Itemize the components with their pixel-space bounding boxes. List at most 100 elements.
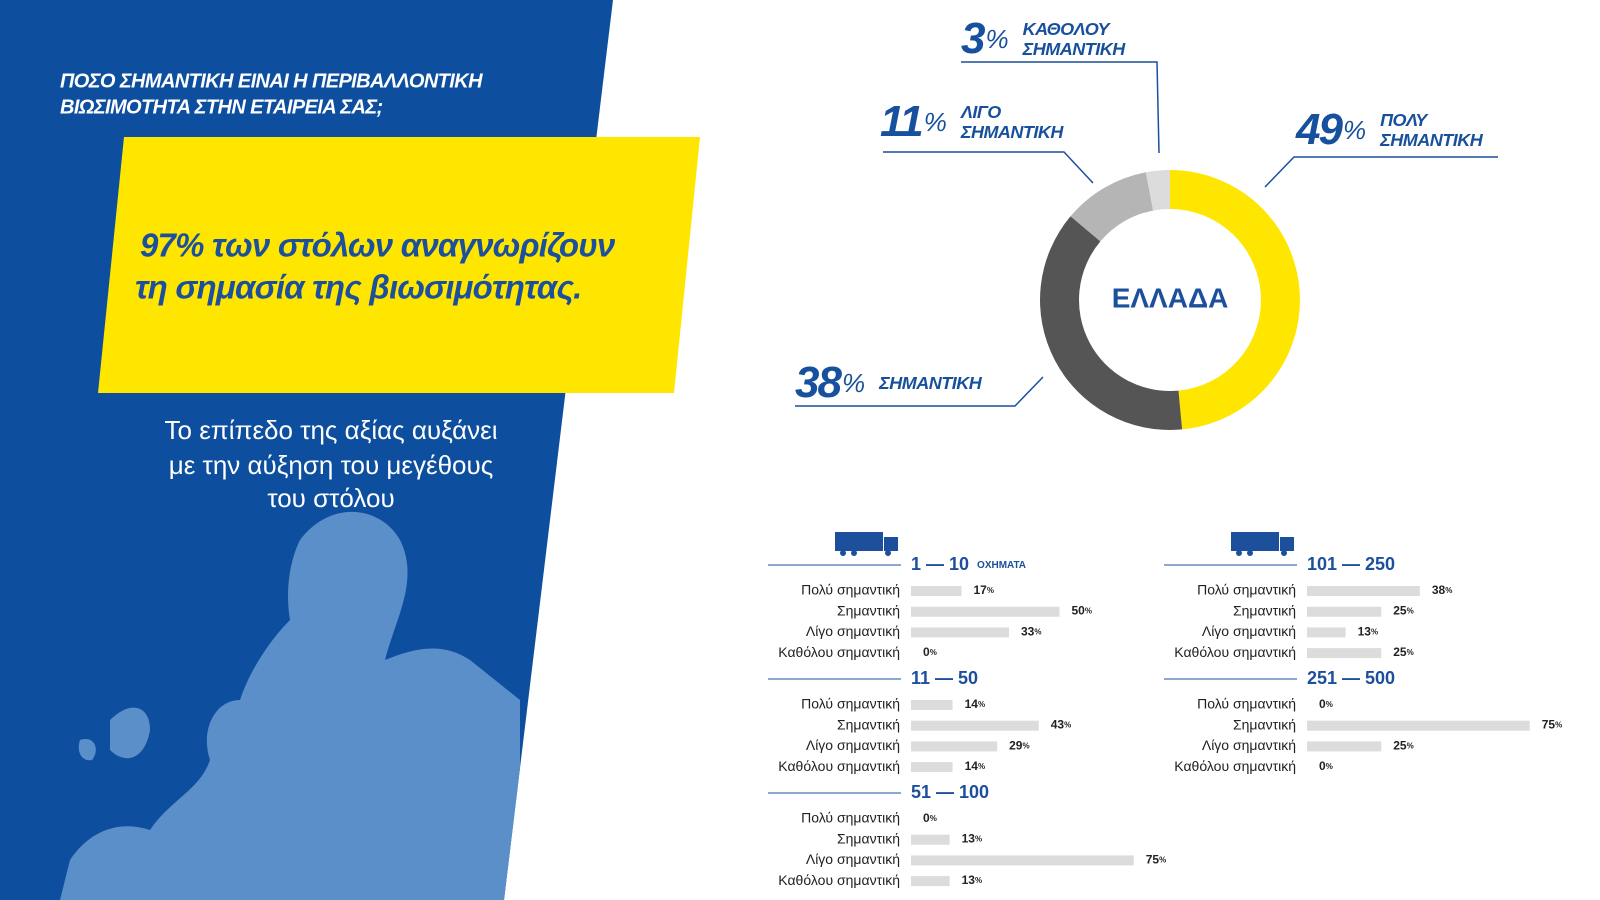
bar xyxy=(1307,627,1346,638)
category-label: Σημαντική xyxy=(837,602,900,618)
value-label: 25% xyxy=(1393,739,1413,753)
bar xyxy=(1307,741,1382,752)
value-number: 0 xyxy=(923,811,930,825)
bar xyxy=(1307,606,1382,617)
percent-sign: % xyxy=(985,23,1009,54)
bar xyxy=(911,741,998,752)
headline: 97% των στόλων αναγνωρίζουν xyxy=(140,227,616,264)
category-label: Πολύ σημαντική xyxy=(801,696,900,712)
category-label: Καθόλου σημαντική xyxy=(1174,758,1296,774)
group-title: 11 — 50 xyxy=(911,668,978,688)
category-label: Λίγο σημαντική xyxy=(806,851,900,867)
truck-icon xyxy=(835,532,898,556)
value-label: 0% xyxy=(1319,759,1333,773)
value-label: 14% xyxy=(965,759,985,773)
category-label: Πολύ σημαντική xyxy=(801,582,900,598)
percent-sign: % xyxy=(1342,114,1367,145)
bar xyxy=(911,876,950,887)
group-title-text: 51 — 100 xyxy=(911,782,989,802)
percent-value: 38 xyxy=(795,358,842,407)
category-label: ΚΑΘΟΛΟΥ ΣΗΜΑΝΤΙΚΗ xyxy=(1022,19,1126,59)
bar xyxy=(911,720,1039,731)
question: ΠΟΣΟ ΣΗΜΑΝΤΙΚΗ ΕΙΝΑΙ Η ΠΕΡΙΒΑΛΛΟΝΤΙΚΗ xyxy=(60,70,483,92)
category-label: Λίγο σημαντική xyxy=(806,623,900,639)
center-label: ΕΛΛΑΔΑ xyxy=(1112,282,1229,313)
value-unit: % xyxy=(1159,856,1166,865)
value-unit: % xyxy=(975,876,982,885)
value-number: 33 xyxy=(1021,625,1035,639)
truck-trailer xyxy=(1231,532,1279,551)
value-label: 75% xyxy=(1146,853,1166,867)
value-unit: % xyxy=(1371,628,1378,637)
bar xyxy=(1307,720,1530,731)
category-label: Πολύ σημαντική xyxy=(801,810,900,826)
category-label: ΣΗΜΑΝΤΙΚΗ xyxy=(879,373,982,393)
category-label: Σημαντική xyxy=(1233,716,1296,732)
percent-sign: % xyxy=(923,106,947,137)
group-subtitle: ΟΧΗΜΑΤΑ xyxy=(977,560,1026,571)
truck-wheel xyxy=(851,550,857,556)
value-label: 14% xyxy=(965,697,985,711)
category-label: Πολύ σημαντική xyxy=(1197,696,1296,712)
value-unit: % xyxy=(1407,648,1414,657)
percent-value: 49 xyxy=(1296,105,1343,154)
value-number: 0 xyxy=(1319,697,1326,711)
value-unit: % xyxy=(1326,762,1333,771)
donut-label: 38% ΣΗΜΑΝΤΙΚΗ xyxy=(795,358,994,408)
note: Το επίπεδο της αξίας αυξάνει xyxy=(164,415,497,445)
truck-wheel xyxy=(840,550,846,556)
value-number: 13 xyxy=(962,832,976,846)
note: του στόλου xyxy=(267,483,394,513)
donut-segment xyxy=(1145,170,1170,211)
leader-line xyxy=(795,376,1044,407)
value-unit: % xyxy=(1445,586,1452,595)
category-label: Καθόλου σημαντική xyxy=(778,758,900,774)
value-unit: % xyxy=(930,648,937,657)
truck-cab xyxy=(1280,537,1294,551)
value-number: 13 xyxy=(962,873,976,887)
value-number: 0 xyxy=(923,645,930,659)
group-title-text: 251 — 500 xyxy=(1307,668,1395,688)
value-number: 25 xyxy=(1393,604,1407,618)
category-label: ΠΟΛΥ ΣΗΜΑΝΤΙΚΗ xyxy=(1380,110,1483,150)
category-label: Λίγο σημαντική xyxy=(1202,737,1296,753)
headline-box xyxy=(98,137,700,393)
value-label: 75% xyxy=(1542,718,1562,732)
group-title: 251 — 500 xyxy=(1307,668,1395,688)
category-label: Σημαντική xyxy=(837,716,900,732)
value-label: 33% xyxy=(1021,625,1041,639)
percent-sign: % xyxy=(841,367,866,398)
bar xyxy=(911,586,962,596)
category-label: ΛΙΓΟ ΣΗΜΑΝΤΙΚΗ xyxy=(960,102,1064,142)
leader-line xyxy=(883,151,1094,184)
value-label: 0% xyxy=(923,811,937,825)
value-number: 14 xyxy=(965,697,979,711)
group-title-text: 11 — 50 xyxy=(911,668,978,688)
value-number: 0 xyxy=(1319,759,1326,773)
value-unit: % xyxy=(975,835,982,844)
truck-icon xyxy=(1231,532,1294,556)
value-unit: % xyxy=(978,762,985,771)
value-unit: % xyxy=(930,814,937,823)
value-number: 29 xyxy=(1009,739,1023,753)
value-label: 25% xyxy=(1393,645,1413,659)
bar xyxy=(911,834,950,845)
truck-cab xyxy=(884,537,898,551)
value-number: 14 xyxy=(965,759,979,773)
value-number: 13 xyxy=(1358,625,1372,639)
value-number: 43 xyxy=(1051,718,1065,732)
group-title: 101 — 250 xyxy=(1307,554,1395,574)
donut-segment xyxy=(1170,170,1300,430)
note: με την αύξηση του μεγέθους xyxy=(169,450,493,480)
bar xyxy=(911,855,1134,866)
bar xyxy=(1307,586,1420,596)
percent-value: 3 xyxy=(961,14,986,63)
group-title: 51 — 100 xyxy=(911,782,989,802)
bar xyxy=(911,762,953,773)
bar xyxy=(911,606,1060,617)
value-label: 13% xyxy=(1358,625,1378,639)
truck-wheel xyxy=(1236,550,1242,556)
group-title: 1 — 10 ΟΧΗΜΑΤΑ xyxy=(911,554,1026,574)
